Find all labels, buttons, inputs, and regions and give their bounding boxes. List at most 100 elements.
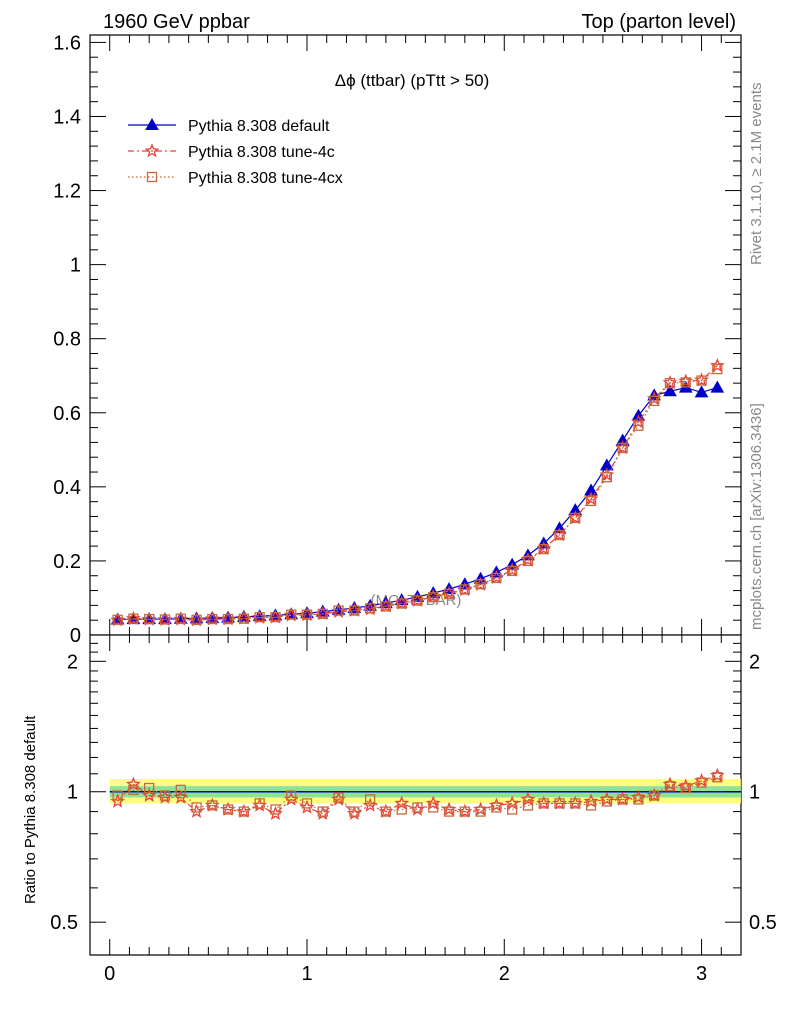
data-point bbox=[301, 609, 313, 620]
data-point bbox=[254, 612, 265, 623]
ratio-point bbox=[128, 784, 139, 796]
plot-title: Δϕ (ttbar) (pTtt > 50) bbox=[335, 71, 490, 90]
data-point bbox=[475, 579, 486, 590]
data-point bbox=[570, 512, 581, 524]
data-point bbox=[207, 613, 218, 625]
x-tick-label: 0 bbox=[104, 963, 115, 985]
ratio-point bbox=[254, 798, 265, 809]
ratio-point bbox=[570, 798, 581, 809]
energy-header: 1960 GeV ppbar bbox=[103, 11, 250, 33]
ratio-point bbox=[425, 795, 441, 810]
ratio-point bbox=[144, 782, 155, 794]
data-point bbox=[649, 395, 660, 407]
main-series bbox=[110, 357, 725, 627]
ratio-panel: 0.5 0.5 1 1 2 2 0 1 2 3 bbox=[50, 634, 777, 985]
series-line bbox=[117, 368, 718, 621]
data-point bbox=[270, 612, 281, 623]
ratio-point bbox=[443, 806, 455, 817]
x-tick-label: 2 bbox=[499, 963, 510, 985]
y-tick-label: 0.8 bbox=[53, 329, 81, 351]
ratio-point bbox=[364, 794, 376, 805]
data-point bbox=[349, 605, 360, 616]
ratio-point bbox=[712, 772, 723, 783]
ratio-point bbox=[633, 794, 644, 805]
ratio-point bbox=[301, 798, 313, 809]
data-point bbox=[617, 442, 628, 454]
ratio-point bbox=[317, 806, 328, 817]
data-point bbox=[538, 543, 549, 555]
data-point bbox=[709, 357, 725, 373]
ratio-series-line bbox=[117, 774, 718, 815]
y-tick-label: 0.4 bbox=[53, 477, 81, 499]
ratio-point bbox=[173, 789, 189, 804]
ratio-point bbox=[175, 784, 186, 796]
data-point bbox=[696, 375, 707, 386]
data-point bbox=[317, 608, 328, 620]
data-point bbox=[568, 503, 583, 516]
data-point bbox=[144, 613, 155, 625]
ratio-point bbox=[475, 806, 486, 817]
series-square bbox=[112, 363, 723, 625]
ratio-series bbox=[110, 767, 725, 820]
ratio-point bbox=[554, 798, 565, 809]
data-point bbox=[712, 363, 723, 375]
data-point bbox=[601, 472, 613, 483]
ratio-point bbox=[396, 804, 407, 815]
ratio-point bbox=[125, 776, 141, 791]
ratio-point bbox=[491, 802, 502, 813]
data-point bbox=[175, 613, 186, 624]
legend: Pythia 8.308 default Pythia 8.308 tune-4c… bbox=[128, 117, 343, 187]
ratio-point bbox=[286, 790, 297, 801]
data-point bbox=[286, 609, 297, 620]
data-point bbox=[664, 377, 676, 389]
x-tick-label: 3 bbox=[696, 963, 707, 985]
ratio-point bbox=[238, 806, 250, 817]
ratio-y-tick-label-right: 1 bbox=[749, 782, 760, 804]
legend-entry: Pythia 8.308 tune-4cx bbox=[128, 170, 343, 187]
data-point bbox=[584, 483, 598, 496]
ratio-point bbox=[112, 790, 123, 801]
legend-entry: Pythia 8.308 default bbox=[128, 117, 330, 135]
legend-marker bbox=[146, 171, 158, 183]
ratio-point bbox=[601, 796, 613, 807]
ratio-point bbox=[507, 804, 518, 815]
data-point bbox=[507, 565, 518, 577]
legend-marker bbox=[144, 143, 160, 158]
x-tick-label: 1 bbox=[301, 963, 312, 985]
main-frame bbox=[89, 34, 742, 636]
y-tick-label: 1.4 bbox=[53, 106, 81, 128]
ratio-point bbox=[394, 795, 410, 810]
ratio-point bbox=[459, 806, 470, 817]
data-point bbox=[459, 584, 470, 595]
data-point bbox=[364, 603, 376, 614]
y-tick-label: 1.2 bbox=[53, 181, 81, 203]
ratio-point bbox=[680, 782, 691, 794]
ratio-point bbox=[159, 790, 171, 801]
ratio-point bbox=[222, 804, 234, 815]
y-tick-label: 0.2 bbox=[53, 551, 81, 573]
ratio-point bbox=[333, 792, 344, 803]
ratio-ticks: 0.5 0.5 1 1 2 2 0 1 2 3 bbox=[50, 635, 777, 985]
data-point bbox=[412, 595, 423, 606]
data-point bbox=[238, 613, 250, 624]
ratio-y-tick-label: 1 bbox=[67, 782, 78, 804]
data-point bbox=[428, 592, 439, 603]
data-point bbox=[191, 614, 202, 625]
ratio-point bbox=[412, 802, 423, 813]
data-point bbox=[128, 613, 139, 624]
ratio-point bbox=[583, 793, 599, 808]
ratio-y-tick-label-right: 2 bbox=[749, 651, 760, 673]
data-point bbox=[380, 601, 392, 612]
legend-label: Pythia 8.308 tune-4cx bbox=[188, 170, 343, 187]
ratio-point bbox=[349, 806, 360, 817]
ratio-point bbox=[428, 802, 439, 813]
y-tick-label: 0.6 bbox=[53, 403, 81, 425]
ratio-y-tick-label: 0.5 bbox=[50, 912, 78, 934]
ratio-point bbox=[141, 787, 157, 802]
ratio-y-tick-label: 2 bbox=[67, 651, 78, 673]
data-point bbox=[585, 495, 597, 507]
data-point bbox=[491, 572, 502, 584]
mcplots-label: mcplots.cern.ch [arXiv:1306.3436] bbox=[748, 403, 765, 630]
ratio-point bbox=[585, 800, 597, 811]
